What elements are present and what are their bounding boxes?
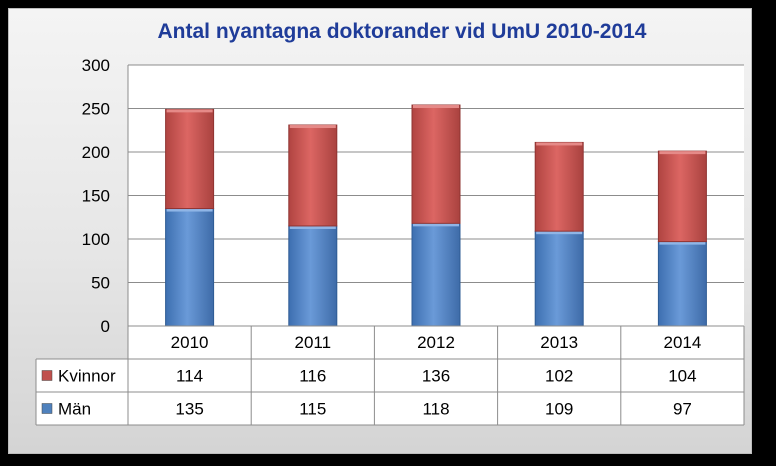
bar-kvinnor-cap xyxy=(289,125,336,129)
bar-kvinnor xyxy=(411,104,461,224)
data-label: 116 xyxy=(299,367,326,386)
data-label: 118 xyxy=(422,400,449,419)
bar-kvinnor xyxy=(657,150,707,243)
table-header-bg xyxy=(128,326,744,359)
data-label: 114 xyxy=(176,367,203,386)
bar-kvinnor-cap xyxy=(536,142,583,146)
bar-kvinnor-cap xyxy=(659,151,706,155)
x-tick-label: 2011 xyxy=(295,333,332,352)
legend-label: Kvinnor xyxy=(58,367,116,386)
data-label: 135 xyxy=(175,400,203,419)
data-label: 136 xyxy=(422,367,450,386)
y-tick-label: 300 xyxy=(82,56,110,75)
data-label: 97 xyxy=(673,400,692,419)
x-tick-label: 2010 xyxy=(171,333,209,352)
bar-man-cap xyxy=(659,241,706,245)
bar-man-cap xyxy=(166,208,213,212)
x-tick-label: 2012 xyxy=(417,333,455,352)
bar-man-cap xyxy=(289,225,336,229)
y-tick-label: 150 xyxy=(82,187,110,206)
bar-kvinnor xyxy=(288,124,338,227)
bar-man xyxy=(411,222,461,327)
x-tick-label: 2014 xyxy=(663,333,701,352)
legend-swatch xyxy=(41,403,53,414)
bar-kvinnor xyxy=(534,141,584,232)
y-tick-label: 250 xyxy=(82,100,110,119)
y-tick-label: 0 xyxy=(101,317,110,336)
legend-label: Män xyxy=(58,400,91,419)
data-label: 102 xyxy=(545,367,573,386)
bar-man xyxy=(657,241,707,327)
bar-kvinnor-cap xyxy=(166,109,213,113)
y-tick-label: 50 xyxy=(91,274,110,293)
chart-title: Antal nyantagna doktorander vid UmU 2010… xyxy=(158,20,647,43)
bar-man xyxy=(165,208,215,327)
y-tick-label: 200 xyxy=(82,143,110,162)
y-tick-label: 100 xyxy=(82,230,110,249)
bar-man-cap xyxy=(536,231,583,235)
data-label: 115 xyxy=(299,400,326,419)
data-label: 104 xyxy=(668,367,696,386)
legend-swatch xyxy=(41,370,53,381)
bar-man xyxy=(288,225,338,327)
bar-man xyxy=(534,230,584,327)
x-tick-label: 2013 xyxy=(540,333,578,352)
bar-kvinnor xyxy=(165,108,215,210)
bar-kvinnor-cap xyxy=(413,105,459,109)
data-label: 109 xyxy=(545,400,573,419)
bar-man-cap xyxy=(413,223,459,227)
